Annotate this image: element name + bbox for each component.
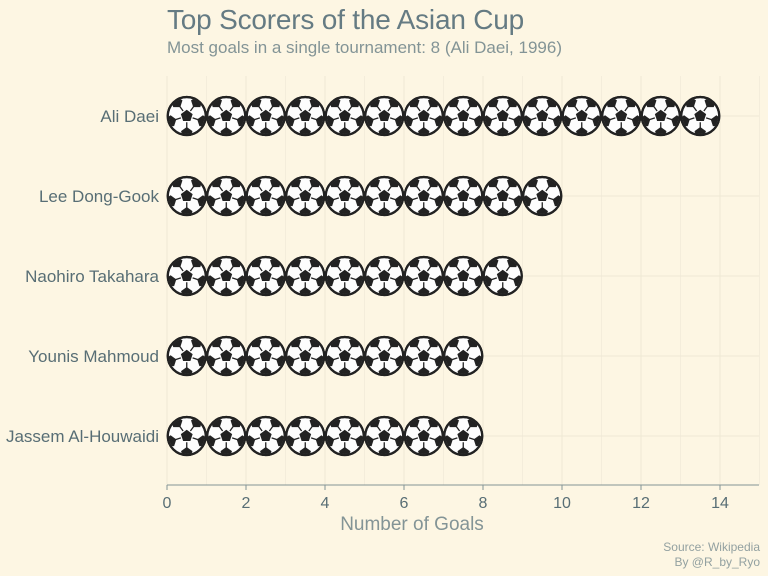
category-label: Younis Mahmoud — [28, 347, 159, 366]
soccer-ball-icon — [443, 255, 484, 297]
caption-author: By @R_by_Ryo — [674, 555, 760, 569]
soccer-ball-icon — [285, 335, 326, 377]
soccer-ball-icon — [364, 335, 405, 377]
category-label: Ali Daei — [100, 107, 159, 126]
soccer-ball-icon — [364, 255, 405, 297]
soccer-ball-icon — [364, 95, 405, 137]
soccer-ball-icon — [443, 415, 484, 457]
bar-1 — [166, 175, 563, 217]
soccer-ball-icon — [403, 255, 444, 297]
soccer-ball-icon — [324, 415, 365, 457]
soccer-ball-icon — [403, 175, 444, 217]
soccer-ball-icon — [285, 255, 326, 297]
bar-0 — [166, 95, 721, 137]
soccer-ball-icon — [166, 335, 207, 377]
soccer-ball-icon — [403, 335, 444, 377]
soccer-ball-icon — [206, 415, 247, 457]
soccer-ball-icon — [285, 175, 326, 217]
chart-caption: Source: Wikipedia By @R_by_Ryo — [663, 540, 760, 570]
soccer-ball-icon — [680, 95, 721, 137]
soccer-ball-icon — [206, 255, 247, 297]
soccer-ball-icon — [324, 255, 365, 297]
soccer-ball-icon — [522, 95, 563, 137]
soccer-ball-icon — [443, 335, 484, 377]
soccer-ball-icon — [324, 95, 365, 137]
soccer-ball-icon — [245, 95, 286, 137]
category-label: Jassem Al-Houwaidi — [6, 427, 159, 446]
x-tick-label: 2 — [242, 495, 251, 512]
soccer-ball-icon — [206, 95, 247, 137]
soccer-ball-icon — [640, 95, 681, 137]
soccer-ball-icon — [206, 335, 247, 377]
soccer-ball-icon — [324, 175, 365, 217]
soccer-ball-icon — [561, 95, 602, 137]
soccer-ball-icon — [285, 415, 326, 457]
soccer-ball-icon — [166, 255, 207, 297]
y-axis-labels: Ali Daei Lee Dong-Gook Naohiro Takahara You… — [6, 107, 160, 446]
soccer-ball-icon — [482, 255, 523, 297]
soccer-ball-icon — [245, 255, 286, 297]
soccer-ball-icon — [166, 415, 207, 457]
soccer-ball-icon — [482, 95, 523, 137]
soccer-ball-icon — [403, 95, 444, 137]
soccer-ball-icon — [601, 95, 642, 137]
bar-3 — [166, 335, 484, 377]
x-tick-label: 4 — [321, 495, 330, 512]
soccer-ball-icon — [522, 175, 563, 217]
x-tick-label: 14 — [711, 495, 729, 512]
caption-source: Source: Wikipedia — [663, 540, 760, 554]
x-tick-label: 6 — [400, 495, 409, 512]
chart-title: Top Scorers of the Asian Cup — [167, 4, 525, 35]
bar-4 — [166, 415, 484, 457]
bar-2 — [166, 255, 523, 297]
x-tick-label: 0 — [163, 495, 172, 512]
soccer-ball-icon — [364, 415, 405, 457]
soccer-ball-icon — [245, 175, 286, 217]
soccer-ball-icon — [364, 175, 405, 217]
soccer-ball-icon — [166, 175, 207, 217]
soccer-ball-icon — [245, 415, 286, 457]
soccer-ball-icon — [403, 415, 444, 457]
x-tick-label: 12 — [632, 495, 650, 512]
icon-bars — [166, 95, 721, 457]
x-tick-label: 10 — [553, 495, 571, 512]
category-label: Naohiro Takahara — [25, 267, 159, 286]
soccer-ball-icon — [206, 175, 247, 217]
soccer-ball-icon — [285, 95, 326, 137]
x-tick-label: 8 — [479, 495, 488, 512]
soccer-ball-icon — [245, 335, 286, 377]
soccer-ball-icon — [443, 95, 484, 137]
soccer-ball-icon — [482, 175, 523, 217]
soccer-ball-icon — [324, 335, 365, 377]
soccer-ball-icon — [443, 175, 484, 217]
x-axis: 0 2 4 6 8 10 12 14 — [163, 484, 759, 512]
chart-subtitle: Most goals in a single tournament: 8 (Al… — [167, 38, 562, 57]
category-label: Lee Dong-Gook — [39, 187, 160, 206]
soccer-ball-icon — [166, 95, 207, 137]
x-axis-title: Number of Goals — [340, 514, 484, 535]
